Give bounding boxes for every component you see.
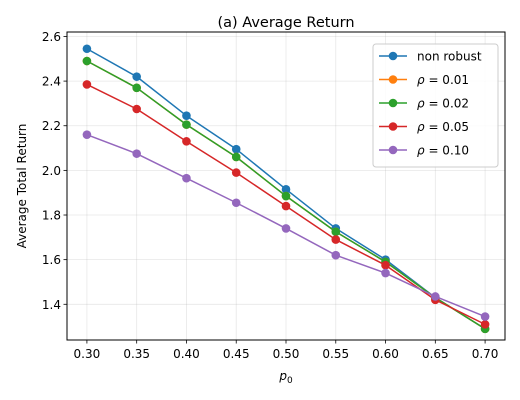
data-point [182, 111, 191, 120]
data-point [182, 120, 191, 129]
data-point [231, 168, 241, 177]
legend-item: ρ = 0.01 [379, 73, 469, 87]
x-tick-label: 0.40 [173, 347, 200, 361]
data-point [132, 149, 141, 158]
y-tick-label: 2.6 [42, 30, 61, 44]
data-point [281, 224, 291, 233]
data-point [231, 144, 241, 154]
x-tick-label: 0.45 [223, 347, 250, 361]
x-axis-title-subscript: 0 [287, 376, 293, 386]
chart-title: (a) Average Return [217, 15, 354, 31]
data-point [281, 185, 291, 194]
x-tick-label: 0.35 [123, 347, 150, 361]
y-tick-label: 1.4 [42, 298, 61, 312]
legend-item: non robust [379, 50, 482, 64]
x-tick-label: 0.55 [322, 347, 349, 361]
x-tick-label: 0.50 [273, 347, 300, 361]
data-point [132, 72, 141, 81]
data-point [381, 268, 390, 278]
y-axis-title: Average Total Return [15, 124, 29, 249]
y-tick-label: 2.0 [42, 164, 61, 178]
y-tick-label: 2.4 [42, 75, 61, 89]
data-point [82, 44, 92, 54]
data-point [132, 83, 141, 93]
data-point [231, 198, 241, 208]
data-point [331, 227, 341, 237]
data-point [480, 312, 490, 321]
legend-swatch-marker [388, 98, 398, 108]
legend-swatch-marker [388, 75, 398, 84]
x-tick-label: 0.70 [472, 347, 499, 361]
y-tick-label: 1.8 [42, 209, 61, 223]
data-point [281, 201, 291, 211]
axis-ticks: 0.30 0.35 0.40 0.45 0.50 0.55 0.60 0.65 0.70 1.4 1… [42, 30, 499, 361]
legend-swatch-marker [388, 122, 398, 131]
data-point [182, 173, 191, 183]
x-tick-label: 0.65 [422, 347, 449, 361]
legend-label: ρ = 0.01 [417, 73, 469, 87]
data-point [82, 56, 92, 66]
x-axis-title-main: p [278, 369, 287, 383]
series-group [82, 44, 490, 334]
legend-item: ρ = 0.05 [379, 120, 469, 134]
legend: non robust ρ = 0.01 ρ = 0.02 ρ = 0.05 ρ = 0.… [372, 43, 499, 168]
data-point [182, 137, 191, 146]
data-point [480, 320, 490, 329]
series-3 [82, 56, 490, 334]
data-point [132, 104, 141, 114]
data-point [431, 292, 440, 301]
series-5 [82, 130, 490, 321]
data-point [281, 191, 291, 201]
data-point [381, 260, 390, 270]
data-point [231, 152, 241, 162]
y-tick-label: 2.2 [42, 119, 61, 133]
data-point [82, 80, 92, 89]
x-tick-label: 0.60 [372, 347, 399, 361]
legend-label: ρ = 0.10 [417, 144, 469, 158]
legend-label: non robust [417, 50, 482, 64]
legend-label: ρ = 0.05 [417, 120, 469, 134]
data-point [331, 250, 341, 260]
x-tick-label: 0.30 [74, 347, 101, 361]
legend-box [372, 43, 499, 168]
legend-swatch-marker [388, 51, 398, 61]
y-tick-label: 1.6 [42, 253, 61, 267]
legend-swatch-marker [388, 145, 398, 155]
data-point [82, 130, 92, 139]
legend-label: ρ = 0.02 [417, 97, 469, 111]
legend-item: ρ = 0.02 [379, 97, 469, 111]
data-point [331, 235, 341, 244]
x-axis-title: p0 [278, 369, 293, 386]
legend-item: ρ = 0.10 [379, 144, 469, 158]
